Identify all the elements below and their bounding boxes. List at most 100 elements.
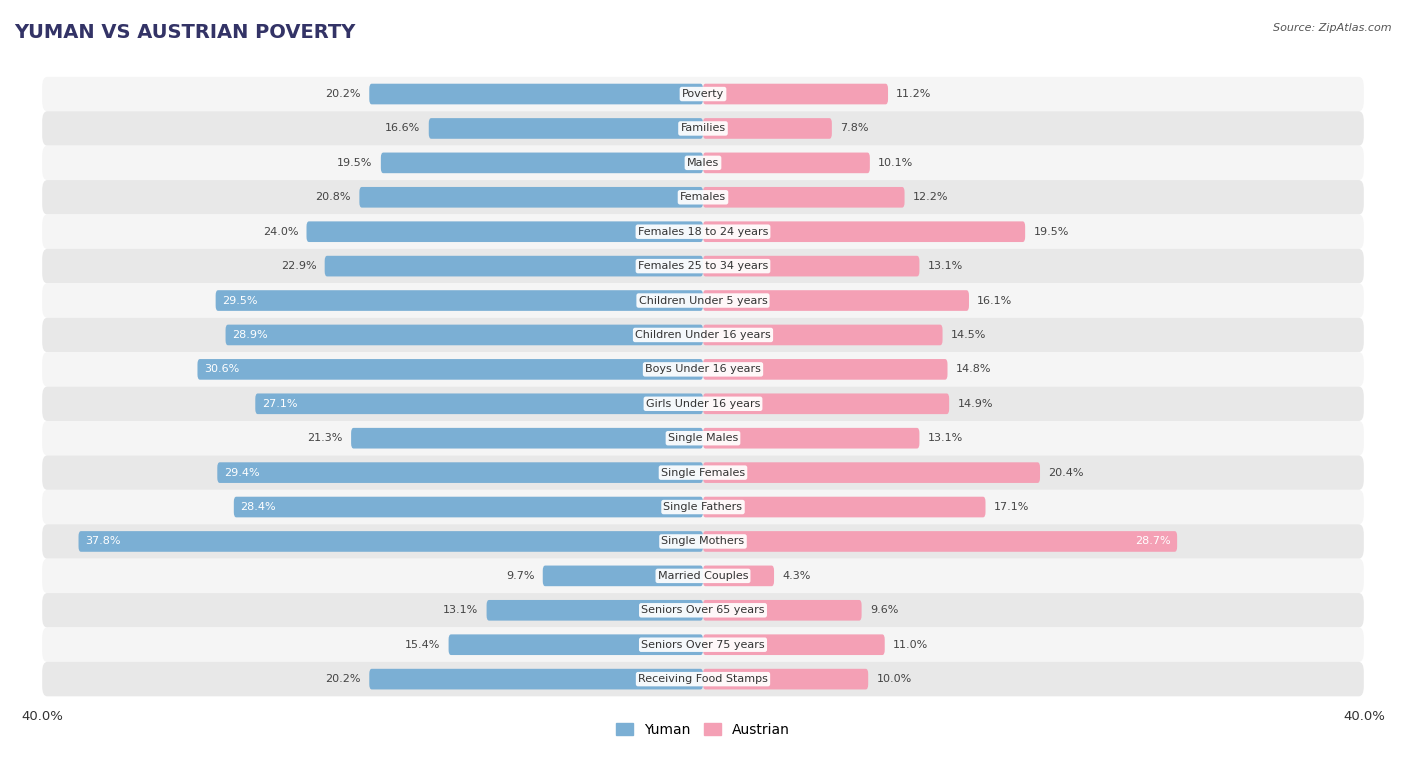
Text: 16.6%: 16.6%: [385, 124, 420, 133]
FancyBboxPatch shape: [42, 111, 1364, 146]
FancyBboxPatch shape: [215, 290, 703, 311]
FancyBboxPatch shape: [703, 428, 920, 449]
FancyBboxPatch shape: [703, 565, 775, 586]
Text: Single Males: Single Males: [668, 434, 738, 443]
FancyBboxPatch shape: [256, 393, 703, 414]
Text: 15.4%: 15.4%: [405, 640, 440, 650]
Text: 30.6%: 30.6%: [204, 365, 239, 374]
FancyBboxPatch shape: [42, 318, 1364, 352]
Text: Children Under 5 years: Children Under 5 years: [638, 296, 768, 305]
FancyBboxPatch shape: [352, 428, 703, 449]
Text: Females: Females: [681, 193, 725, 202]
Text: Receiving Food Stamps: Receiving Food Stamps: [638, 674, 768, 684]
FancyBboxPatch shape: [703, 255, 920, 277]
FancyBboxPatch shape: [370, 83, 703, 105]
FancyBboxPatch shape: [703, 83, 889, 105]
FancyBboxPatch shape: [381, 152, 703, 173]
FancyBboxPatch shape: [42, 456, 1364, 490]
Text: 29.5%: 29.5%: [222, 296, 257, 305]
Text: 11.2%: 11.2%: [896, 89, 932, 99]
FancyBboxPatch shape: [703, 152, 870, 173]
FancyBboxPatch shape: [703, 187, 904, 208]
Text: 28.9%: 28.9%: [232, 330, 267, 340]
FancyBboxPatch shape: [703, 462, 1040, 483]
Text: 28.4%: 28.4%: [240, 502, 276, 512]
Text: 20.2%: 20.2%: [326, 89, 361, 99]
Text: 9.7%: 9.7%: [506, 571, 534, 581]
Text: 7.8%: 7.8%: [841, 124, 869, 133]
Text: 29.4%: 29.4%: [224, 468, 260, 478]
Text: 19.5%: 19.5%: [1033, 227, 1069, 236]
Text: 21.3%: 21.3%: [308, 434, 343, 443]
Text: 20.4%: 20.4%: [1049, 468, 1084, 478]
FancyBboxPatch shape: [703, 496, 986, 518]
FancyBboxPatch shape: [543, 565, 703, 586]
Text: YUMAN VS AUSTRIAN POVERTY: YUMAN VS AUSTRIAN POVERTY: [14, 23, 356, 42]
FancyBboxPatch shape: [42, 215, 1364, 249]
Text: 27.1%: 27.1%: [262, 399, 298, 409]
Text: 11.0%: 11.0%: [893, 640, 928, 650]
FancyBboxPatch shape: [703, 359, 948, 380]
FancyBboxPatch shape: [703, 669, 868, 690]
FancyBboxPatch shape: [42, 387, 1364, 421]
FancyBboxPatch shape: [42, 283, 1364, 318]
Text: Seniors Over 65 years: Seniors Over 65 years: [641, 606, 765, 615]
Text: 13.1%: 13.1%: [928, 261, 963, 271]
Text: Single Mothers: Single Mothers: [661, 537, 745, 547]
FancyBboxPatch shape: [42, 180, 1364, 215]
Text: 17.1%: 17.1%: [994, 502, 1029, 512]
Text: Source: ZipAtlas.com: Source: ZipAtlas.com: [1274, 23, 1392, 33]
Text: Females 25 to 34 years: Females 25 to 34 years: [638, 261, 768, 271]
Text: Girls Under 16 years: Girls Under 16 years: [645, 399, 761, 409]
FancyBboxPatch shape: [42, 77, 1364, 111]
FancyBboxPatch shape: [218, 462, 703, 483]
Text: Single Females: Single Females: [661, 468, 745, 478]
Text: Families: Families: [681, 124, 725, 133]
FancyBboxPatch shape: [42, 490, 1364, 525]
Text: Seniors Over 75 years: Seniors Over 75 years: [641, 640, 765, 650]
FancyBboxPatch shape: [197, 359, 703, 380]
FancyBboxPatch shape: [486, 600, 703, 621]
FancyBboxPatch shape: [42, 249, 1364, 283]
FancyBboxPatch shape: [703, 634, 884, 655]
Text: 14.5%: 14.5%: [950, 330, 986, 340]
Text: 20.8%: 20.8%: [315, 193, 352, 202]
Text: Children Under 16 years: Children Under 16 years: [636, 330, 770, 340]
Text: Females 18 to 24 years: Females 18 to 24 years: [638, 227, 768, 236]
FancyBboxPatch shape: [42, 662, 1364, 697]
Text: 14.9%: 14.9%: [957, 399, 993, 409]
FancyBboxPatch shape: [703, 221, 1025, 242]
FancyBboxPatch shape: [42, 146, 1364, 180]
Text: 13.1%: 13.1%: [928, 434, 963, 443]
FancyBboxPatch shape: [703, 531, 1177, 552]
FancyBboxPatch shape: [42, 525, 1364, 559]
Text: 24.0%: 24.0%: [263, 227, 298, 236]
FancyBboxPatch shape: [703, 393, 949, 414]
Text: Poverty: Poverty: [682, 89, 724, 99]
Text: 28.7%: 28.7%: [1135, 537, 1171, 547]
Text: 10.1%: 10.1%: [879, 158, 914, 168]
FancyBboxPatch shape: [225, 324, 703, 346]
Text: Single Fathers: Single Fathers: [664, 502, 742, 512]
FancyBboxPatch shape: [703, 118, 832, 139]
Text: 13.1%: 13.1%: [443, 606, 478, 615]
Text: 22.9%: 22.9%: [281, 261, 316, 271]
Text: Males: Males: [688, 158, 718, 168]
FancyBboxPatch shape: [429, 118, 703, 139]
FancyBboxPatch shape: [42, 593, 1364, 628]
Legend: Yuman, Austrian: Yuman, Austrian: [610, 718, 796, 743]
FancyBboxPatch shape: [370, 669, 703, 690]
Text: Married Couples: Married Couples: [658, 571, 748, 581]
FancyBboxPatch shape: [307, 221, 703, 242]
Text: 10.0%: 10.0%: [876, 674, 911, 684]
FancyBboxPatch shape: [449, 634, 703, 655]
FancyBboxPatch shape: [703, 324, 942, 346]
Text: 37.8%: 37.8%: [86, 537, 121, 547]
FancyBboxPatch shape: [42, 421, 1364, 456]
FancyBboxPatch shape: [360, 187, 703, 208]
Text: 20.2%: 20.2%: [326, 674, 361, 684]
FancyBboxPatch shape: [42, 352, 1364, 387]
Text: 14.8%: 14.8%: [956, 365, 991, 374]
FancyBboxPatch shape: [79, 531, 703, 552]
FancyBboxPatch shape: [703, 290, 969, 311]
